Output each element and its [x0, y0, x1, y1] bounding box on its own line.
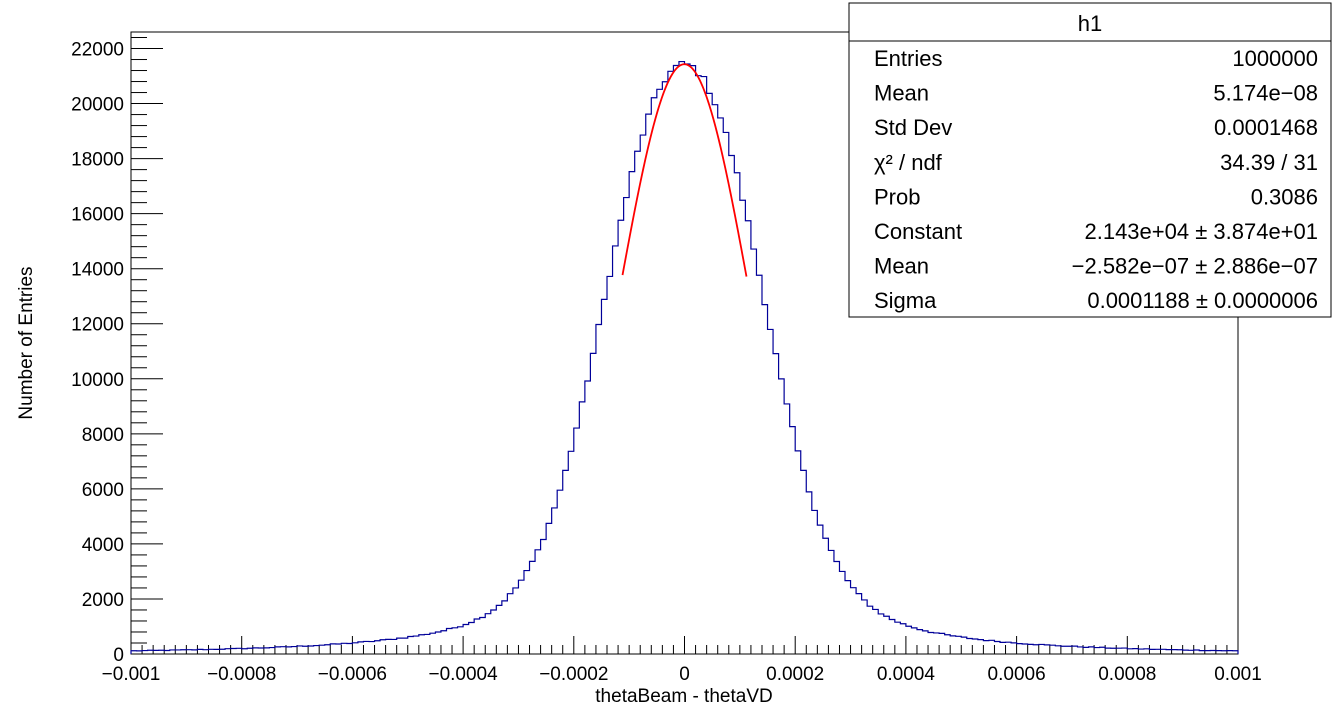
- x-axis-ticks: [130, 636, 1239, 654]
- stats-row-label: Mean: [874, 81, 929, 106]
- x-axis-title: thetaBeam - thetaVD: [595, 686, 772, 707]
- stats-box: h1 Entries 1000000 Mean 5.174e−08 Std Dev 0.0…: [848, 2, 1332, 318]
- y-tick-label: 0: [113, 645, 124, 666]
- x-axis-tick-labels: −0.001 −0.0008 −0.0006 −0.0004 −0.0002 0 0.000…: [102, 664, 1262, 685]
- x-tick-label: 0.0008: [1098, 664, 1156, 685]
- x-tick-label: 0.001: [1214, 664, 1262, 685]
- y-tick-label: 14000: [71, 260, 124, 281]
- stats-row-label: χ² / ndf: [874, 150, 943, 175]
- stats-row-value: −2.582e−07 ± 2.886e−07: [1072, 254, 1318, 279]
- stats-row-label: Entries: [874, 46, 942, 71]
- x-tick-label: −0.001: [102, 664, 161, 685]
- y-tick-label: 12000: [71, 315, 124, 336]
- x-tick-label: 0.0006: [988, 664, 1046, 685]
- stats-row-value: 0.3086: [1251, 184, 1318, 209]
- gaussian-fit-curve: [621, 63, 748, 277]
- stats-row-label: Constant: [874, 219, 962, 244]
- stats-row-label: Sigma: [874, 288, 937, 313]
- y-tick-label: 22000: [71, 40, 124, 61]
- x-tick-label: −0.0006: [318, 664, 387, 685]
- y-axis-title: Number of Entries: [16, 266, 37, 419]
- y-tick-label: 18000: [71, 150, 124, 171]
- x-tick-label: 0.0002: [766, 664, 824, 685]
- stats-row-value: 1000000: [1232, 46, 1318, 71]
- y-tick-label: 8000: [82, 425, 124, 446]
- stats-row-value: 2.143e+04 ± 3.874e+01: [1084, 219, 1318, 244]
- stats-row-value: 0.0001468: [1214, 115, 1318, 140]
- y-tick-label: 6000: [82, 480, 124, 501]
- x-tick-label: −0.0008: [207, 664, 276, 685]
- histogram-series: [130, 60, 1239, 654]
- stats-row-value: 5.174e−08: [1213, 81, 1318, 106]
- stats-row-label: Mean: [874, 254, 929, 279]
- stats-row-label: Prob: [874, 184, 920, 209]
- stats-box-title: h1: [1078, 11, 1102, 36]
- stats-box-frame: [848, 2, 1332, 318]
- x-tick-label: −0.0002: [539, 664, 608, 685]
- y-axis-ticks: [131, 37, 163, 655]
- stats-row-label: Std Dev: [874, 115, 952, 140]
- y-tick-label: 2000: [82, 590, 124, 611]
- y-tick-label: 4000: [82, 535, 124, 556]
- x-tick-label: 0.0004: [877, 664, 936, 685]
- y-tick-label: 10000: [71, 370, 124, 391]
- stats-box-rows: Entries 1000000 Mean 5.174e−08 Std Dev 0.0001…: [874, 46, 1318, 313]
- stats-row-value: 34.39 / 31: [1220, 150, 1318, 175]
- y-axis-tick-labels: 0 2000 4000 6000 8000 10000 12000 14000 16000 180…: [71, 40, 124, 666]
- y-tick-label: 16000: [71, 205, 124, 226]
- stats-row-value: 0.0001188 ± 0.0000006: [1087, 288, 1318, 313]
- y-tick-label: 20000: [71, 95, 124, 116]
- x-tick-label: −0.0004: [428, 664, 498, 685]
- x-tick-label: 0: [679, 664, 690, 685]
